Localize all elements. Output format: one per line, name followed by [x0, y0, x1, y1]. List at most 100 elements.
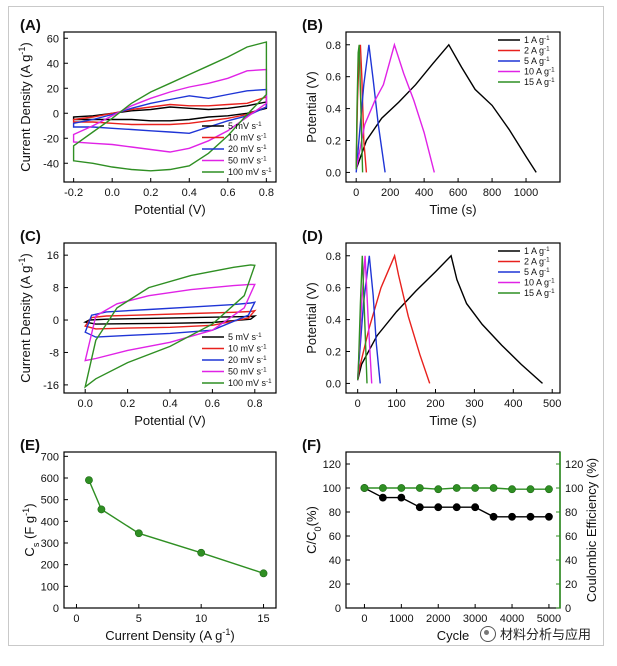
y-tick-label: 300: [41, 538, 59, 550]
series-line-50-mv-s-1: [72, 68, 268, 153]
watermark-text: 材料分析与应用: [499, 628, 591, 643]
panel-b: (B) 0 200 400 600 800 1000 0.0 0.2 0.4 0.6 0.8 Time …: [302, 17, 561, 217]
x-tick-label: 0.4: [182, 187, 197, 199]
watermark: 材料分析与应用: [475, 622, 595, 645]
series-line-2-a-g-1: [357, 253, 431, 384]
data-point: [434, 485, 443, 494]
plot-frame: [345, 242, 561, 394]
legend-label: 5 mV s-1: [228, 332, 262, 343]
data-point: [526, 485, 535, 494]
data-point: [452, 484, 461, 492]
data-point: [508, 512, 516, 521]
x-tick-label: 0: [361, 613, 367, 625]
y-tick-label: 0: [53, 603, 59, 615]
panel-label: (E): [20, 437, 40, 454]
data-point: [508, 485, 516, 494]
x-tick-label: 0: [353, 187, 359, 199]
x-tick-label: 0.4: [162, 398, 177, 410]
x-tick-label: 0.6: [220, 187, 235, 199]
panel-label: (B): [302, 17, 323, 34]
y-axis-title: C/C0(%): [304, 506, 323, 554]
x-tick-label: 800: [483, 187, 501, 199]
x-tick-label: 0.2: [143, 187, 158, 199]
panel-label: (F): [302, 437, 321, 454]
y-tick-label: 80: [329, 507, 341, 519]
right-y-tick-label: 0: [565, 603, 571, 615]
data-point: [471, 503, 480, 512]
y-tick-label: 8: [53, 283, 59, 295]
right-axis-title: Coulombic Efficiency (%): [584, 458, 599, 602]
series-line-15-a-g-1: [357, 255, 368, 384]
series-line-100-mv-s-1: [72, 41, 268, 172]
x-tick-label: 5: [136, 613, 142, 625]
plot-frame: [345, 31, 561, 183]
series-line-15-a-g-1: [355, 44, 364, 173]
y-tick-label: 0.2: [326, 136, 341, 148]
y-tick-label: -16: [43, 380, 59, 392]
x-tick-label: 1000: [514, 187, 538, 199]
y-tick-label: 700: [41, 451, 59, 463]
data-point: [378, 484, 387, 492]
y-tick-label: 120: [323, 459, 341, 471]
y-tick-label: 20: [47, 83, 59, 95]
y-tick-label: 500: [41, 495, 59, 507]
data-point: [415, 503, 424, 512]
series-line-50-mv-s-1: [84, 283, 256, 362]
right-y-tick-label: 80: [565, 507, 577, 519]
right-y-tick-label: 120: [565, 459, 583, 471]
x-tick-label: 0.8: [259, 187, 274, 199]
right-y-tick-label: 40: [565, 555, 577, 567]
panel-label: (C): [20, 228, 41, 245]
data-point: [97, 505, 106, 514]
legend-label: 100 mV s-1: [228, 378, 272, 389]
y-tick-label: 0.6: [326, 283, 341, 295]
y-tick-label: 200: [41, 560, 59, 572]
y-tick-label: 600: [41, 473, 59, 485]
right-y-tick-label: 20: [565, 579, 577, 591]
x-tick-label: 0: [73, 613, 79, 625]
plot-frame: [63, 31, 277, 183]
series-line-10-a-g-1: [355, 42, 435, 173]
x-tick-label: 0: [355, 398, 361, 410]
x-tick-label: 400: [504, 398, 522, 410]
x-tick-label: 500: [543, 398, 561, 410]
panel-d: (D) 0 100 200 300 400 500 0.0 0.2 0.4 0.6 0.8 Time (…: [302, 228, 561, 428]
y-tick-label: 0.6: [326, 72, 341, 84]
x-tick-label: 0.2: [120, 398, 135, 410]
panel-e: (E) 0 5 10 15 0 100 200 300 400 500 600 700 Current D…: [20, 437, 277, 643]
series-line-5-mv-s-1: [72, 101, 268, 122]
data-point: [360, 484, 369, 492]
y-tick-label: 40: [329, 555, 341, 567]
watermark-logo-icon: [479, 625, 496, 642]
data-point: [397, 484, 406, 492]
legend-label: 10 mV s-1: [228, 132, 267, 143]
y-tick-label: 0.2: [326, 347, 341, 359]
x-tick-label: 2000: [426, 613, 450, 625]
data-point: [197, 548, 206, 557]
panel-a: (A) -0.2 0.0 0.2 0.4 0.6 0.8 -40 -20 0 20 40 60 Poten…: [17, 17, 277, 217]
series-line-5-a-g-1: [355, 44, 386, 173]
series-line-100-mv-s-1: [84, 264, 256, 389]
data-point: [545, 485, 553, 494]
x-tick-label: 0.0: [105, 187, 120, 199]
x-tick-label: 600: [449, 187, 467, 199]
right-y-tick-label: 60: [565, 531, 577, 543]
data-point: [397, 493, 406, 502]
x-axis-title: Current Density (A g-1): [105, 627, 234, 643]
y-tick-label: 60: [47, 33, 59, 45]
legend-label: 50 mV s-1: [228, 366, 267, 377]
legend-label: 50 mV s-1: [228, 155, 267, 166]
data-point: [545, 512, 553, 521]
panel-f: (F)0 1000 2000 3000 4000 5000020406080100120C…: [302, 437, 599, 643]
y-tick-label: 40: [47, 58, 59, 70]
series-line-5-mv-s-1: [83, 315, 258, 325]
x-axis-title: Cycle: [437, 628, 470, 643]
x-axis-title: Potential (V): [134, 202, 206, 217]
x-tick-label: 300: [465, 398, 483, 410]
x-axis-title: Time (s): [429, 202, 476, 217]
x-tick-label: 15: [257, 613, 269, 625]
legend-label: 5 A g-1: [524, 56, 550, 67]
data-point: [471, 484, 480, 492]
series-line-20-mv-s-1: [84, 301, 257, 338]
